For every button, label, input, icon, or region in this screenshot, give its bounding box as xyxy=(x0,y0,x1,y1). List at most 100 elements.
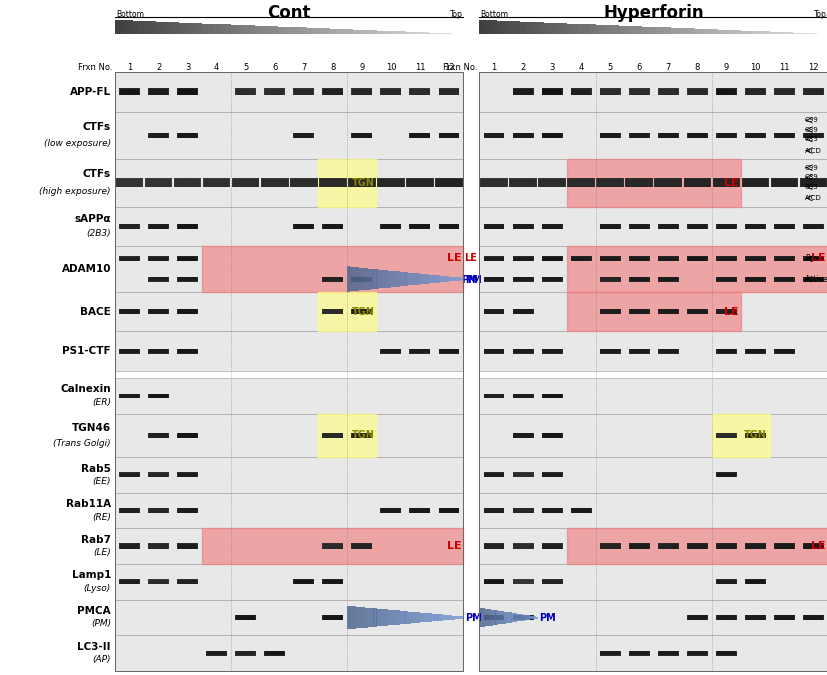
Bar xyxy=(294,224,313,229)
Bar xyxy=(323,433,342,437)
Bar xyxy=(804,616,820,619)
Bar xyxy=(295,134,312,137)
Bar xyxy=(178,224,197,229)
Bar xyxy=(127,20,132,34)
Bar xyxy=(294,580,313,584)
Bar xyxy=(365,268,367,290)
Bar xyxy=(803,224,822,229)
Bar xyxy=(510,180,534,186)
Bar xyxy=(496,610,498,624)
Bar xyxy=(744,433,765,438)
Bar xyxy=(483,224,504,229)
Bar xyxy=(657,349,677,354)
Text: AICD: AICD xyxy=(804,148,820,154)
Bar xyxy=(803,256,822,261)
Bar xyxy=(531,616,533,619)
Bar xyxy=(347,29,353,34)
Bar xyxy=(543,277,560,281)
Bar xyxy=(700,29,705,34)
Bar xyxy=(485,350,502,353)
Bar xyxy=(745,88,764,95)
Bar xyxy=(150,544,167,549)
Bar xyxy=(804,225,820,228)
Bar xyxy=(514,310,532,314)
Bar xyxy=(121,544,138,549)
Bar xyxy=(492,610,494,625)
Bar xyxy=(541,433,562,438)
Bar xyxy=(115,331,463,371)
Bar xyxy=(495,610,496,625)
Bar xyxy=(502,21,509,34)
Bar xyxy=(774,256,793,261)
Bar xyxy=(717,350,734,353)
Bar xyxy=(361,608,365,628)
Bar xyxy=(538,178,565,188)
Bar xyxy=(715,433,736,438)
Bar xyxy=(485,394,503,398)
Bar xyxy=(717,89,734,95)
Bar xyxy=(484,616,503,620)
Bar xyxy=(687,651,705,655)
Bar xyxy=(506,612,508,623)
Bar xyxy=(293,88,313,95)
Bar xyxy=(409,508,429,513)
Text: 2: 2 xyxy=(520,63,525,72)
Bar xyxy=(485,310,503,314)
Bar xyxy=(744,543,765,549)
Bar xyxy=(177,256,198,261)
Bar xyxy=(775,616,792,620)
Bar xyxy=(628,349,649,354)
Text: 12: 12 xyxy=(443,63,454,72)
Bar xyxy=(405,32,411,34)
Bar xyxy=(717,277,734,281)
Bar xyxy=(351,309,372,314)
Bar xyxy=(359,607,361,628)
Bar xyxy=(687,257,705,261)
Bar xyxy=(121,20,127,34)
Bar xyxy=(380,508,400,513)
Bar xyxy=(804,134,820,137)
Bar xyxy=(515,614,517,622)
Bar xyxy=(687,89,705,95)
Bar xyxy=(177,508,198,513)
Bar xyxy=(115,599,463,635)
Bar xyxy=(121,310,137,313)
Bar xyxy=(381,224,399,228)
Bar xyxy=(513,224,532,229)
Bar xyxy=(146,179,171,187)
Bar xyxy=(745,224,763,228)
Bar xyxy=(351,133,372,138)
Bar xyxy=(541,472,562,477)
Bar xyxy=(119,88,140,95)
Bar xyxy=(148,224,169,229)
Bar xyxy=(688,257,705,261)
Bar xyxy=(323,224,342,228)
Bar xyxy=(600,544,619,549)
Bar xyxy=(612,26,619,34)
Bar xyxy=(148,88,169,95)
Bar xyxy=(406,178,433,188)
Text: (EE): (EE) xyxy=(93,477,111,486)
Bar xyxy=(595,25,601,34)
Bar xyxy=(149,309,168,314)
Bar xyxy=(599,88,620,95)
Bar xyxy=(743,180,765,186)
Bar xyxy=(601,277,618,281)
Bar xyxy=(352,30,359,34)
Bar xyxy=(318,159,376,207)
Bar xyxy=(149,580,168,584)
Bar xyxy=(745,580,763,584)
Text: Active: Active xyxy=(804,275,827,284)
Bar xyxy=(167,22,173,34)
Bar xyxy=(716,473,734,477)
Bar xyxy=(440,225,457,228)
Text: 7: 7 xyxy=(665,63,670,72)
Bar xyxy=(715,580,735,584)
Bar xyxy=(772,180,795,186)
Text: (Trans Golgi): (Trans Golgi) xyxy=(53,439,111,448)
Bar xyxy=(630,350,647,353)
Bar xyxy=(457,277,460,281)
Bar xyxy=(452,616,454,620)
Bar xyxy=(746,277,762,281)
Bar xyxy=(514,616,532,620)
